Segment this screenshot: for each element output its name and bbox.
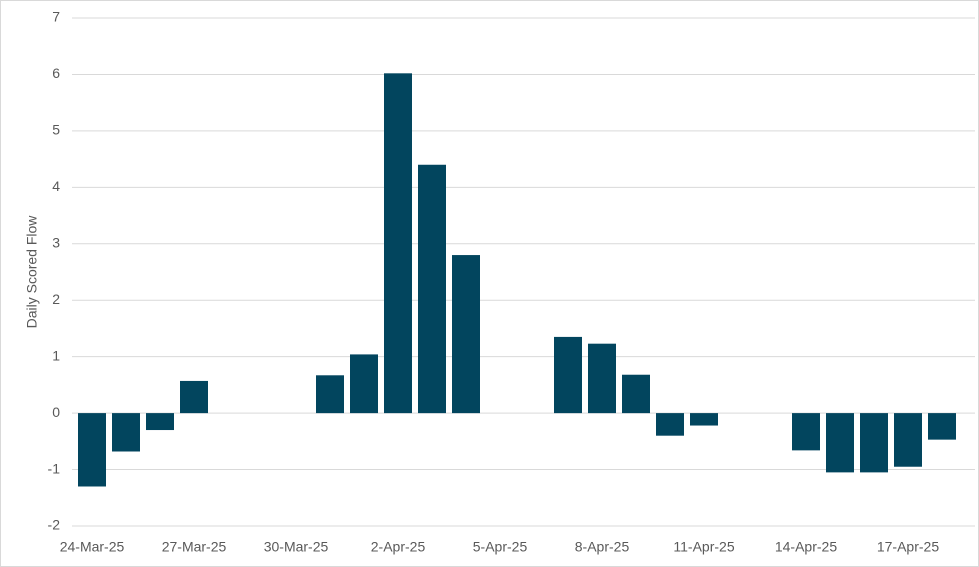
y-tick-label: 2 — [52, 291, 60, 307]
y-tick-label: 1 — [52, 347, 60, 363]
x-tick-label: 11-Apr-25 — [673, 539, 734, 555]
x-tick-label: 30-Mar-25 — [264, 539, 329, 555]
bar — [384, 73, 412, 414]
bar — [588, 343, 616, 414]
bar — [316, 375, 344, 414]
bar — [894, 413, 922, 467]
bar — [180, 380, 208, 414]
y-tick-label: 5 — [52, 122, 60, 138]
y-tick-label: -1 — [48, 460, 61, 476]
x-tick-label: 8-Apr-25 — [575, 539, 630, 555]
y-tick-label: -2 — [48, 517, 61, 533]
bar — [554, 336, 582, 414]
x-tick-label: 17-Apr-25 — [877, 539, 939, 555]
x-tick-label: 27-Mar-25 — [162, 539, 227, 555]
bar — [418, 164, 446, 414]
y-tick-label: 7 — [52, 9, 60, 25]
bar — [928, 413, 956, 440]
x-tick-label: 2-Apr-25 — [371, 539, 426, 555]
y-axis-title: Daily Scored Flow — [24, 215, 40, 329]
bar — [792, 413, 820, 451]
y-tick-label: 0 — [52, 404, 60, 420]
bar — [112, 413, 140, 452]
bar — [350, 354, 378, 414]
bar — [146, 413, 174, 431]
bar — [622, 374, 650, 414]
bar — [656, 413, 684, 436]
y-tick-label: 6 — [52, 65, 60, 81]
bar — [826, 413, 854, 473]
bar — [78, 413, 106, 487]
y-tick-label: 4 — [52, 178, 60, 194]
bar — [690, 413, 718, 426]
bar — [860, 413, 888, 473]
x-tick-label: 5-Apr-25 — [473, 539, 528, 555]
bar — [452, 255, 480, 414]
x-tick-label: 14-Apr-25 — [775, 539, 837, 555]
y-tick-label: 3 — [52, 234, 60, 250]
x-tick-label: 24-Mar-25 — [60, 539, 125, 555]
